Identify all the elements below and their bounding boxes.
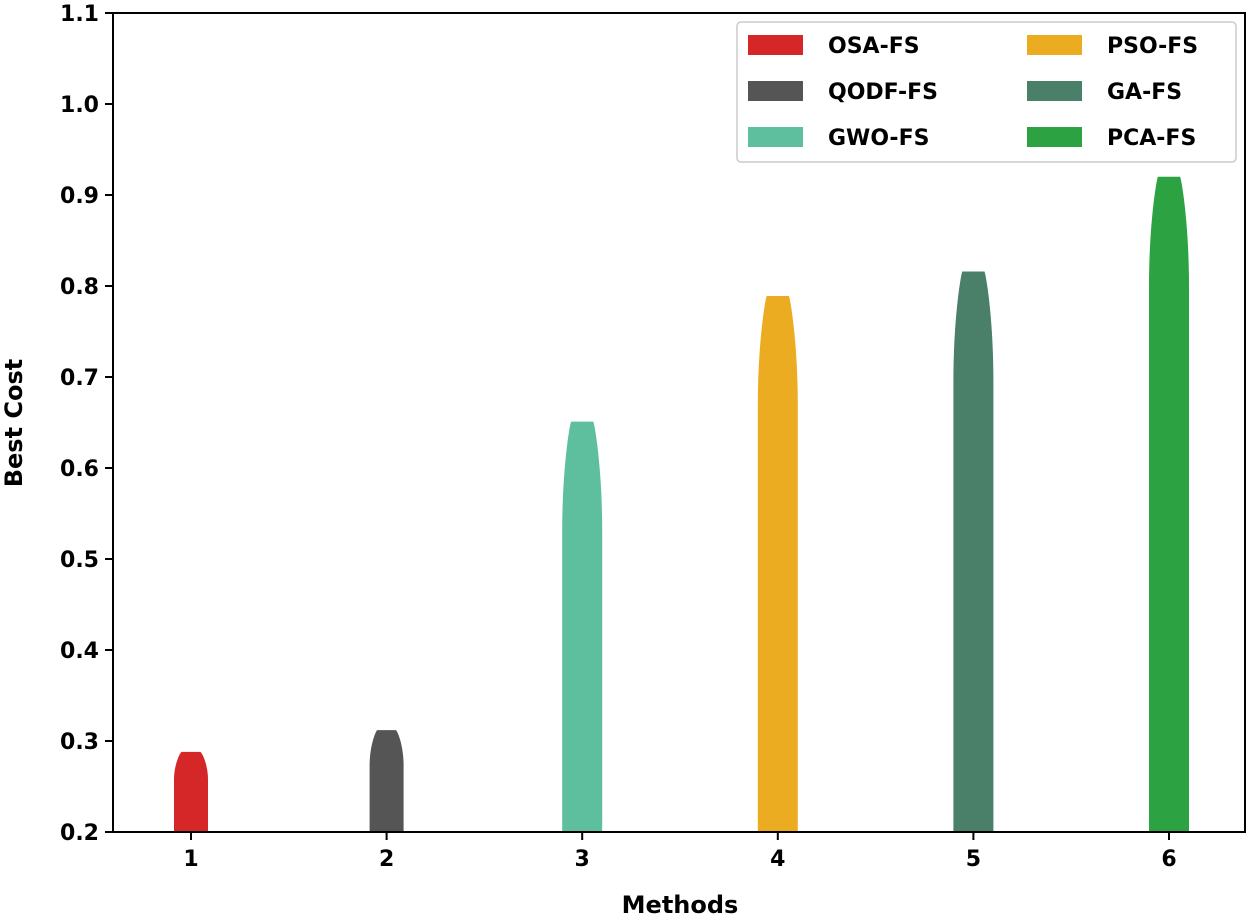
legend-label-gwo-fs: GWO-FS <box>828 126 929 151</box>
bar-pca-fs <box>1149 176 1189 833</box>
legend: OSA-FS QODF-FS GWO-FS PSO-FS GA-FS PCA-FS <box>736 21 1237 163</box>
y-tick-label: 0.9 <box>60 184 99 209</box>
y-tick-label: 0.2 <box>60 821 99 846</box>
bars-group <box>174 176 1189 833</box>
x-axis-title: Methods <box>622 891 739 917</box>
y-tick-label: 0.7 <box>60 366 99 391</box>
y-tick-label: 1.0 <box>60 93 99 118</box>
legend-swatch-gwo-fs <box>748 127 803 147</box>
bar-gwo-fs <box>562 421 603 832</box>
y-tick-label: 0.3 <box>60 730 99 755</box>
legend-swatch-pca-fs <box>1027 127 1082 147</box>
plot-frame <box>112 12 1246 833</box>
y-axis-title: Best Cost <box>0 359 28 488</box>
bar-osa-fs <box>174 751 208 832</box>
bar-pso-fs <box>757 296 798 832</box>
legend-swatch-osa-fs <box>748 35 803 55</box>
y-tick-label: 1.1 <box>60 2 99 27</box>
legend-swatch-qodf-fs <box>748 81 803 101</box>
x-tick-label: 1 <box>183 847 198 872</box>
legend-swatch-ga-fs <box>1027 81 1082 101</box>
legend-box <box>736 21 1237 163</box>
x-tick-label: 4 <box>770 847 785 872</box>
legend-label-pca-fs: PCA-FS <box>1107 126 1196 151</box>
legend-label-ga-fs: GA-FS <box>1107 80 1182 105</box>
y-tick-label: 0.8 <box>60 275 99 300</box>
x-tick-label: 3 <box>575 847 590 872</box>
y-tick-label: 0.6 <box>60 457 99 482</box>
y-tick-label: 0.4 <box>60 639 99 664</box>
x-tick-label: 5 <box>966 847 981 872</box>
legend-label-pso-fs: PSO-FS <box>1107 34 1198 59</box>
legend-label-osa-fs: OSA-FS <box>828 34 920 59</box>
legend-swatch-pso-fs <box>1027 35 1082 55</box>
bar-ga-fs <box>953 271 994 832</box>
legend-label-qodf-fs: QODF-FS <box>828 80 938 105</box>
x-tick-label: 2 <box>379 847 394 872</box>
bar-qodf-fs <box>369 730 404 832</box>
y-tick-label: 0.5 <box>60 548 99 573</box>
axes-group: 0.2 0.3 0.4 0.5 0.6 0.7 0.8 0.9 1.0 1.1 1 2 3 4 5 6 <box>60 2 1246 872</box>
x-tick-label: 6 <box>1161 847 1176 872</box>
